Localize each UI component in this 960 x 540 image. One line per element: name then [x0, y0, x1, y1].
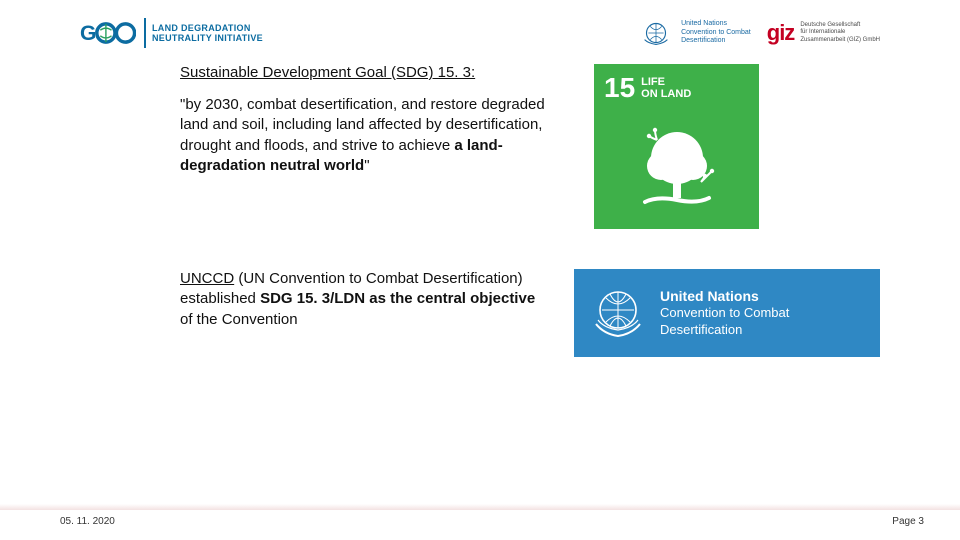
geo-globe-icon: G	[80, 19, 136, 47]
sdg15-number: 15	[604, 74, 635, 102]
svg-text:G: G	[80, 22, 96, 45]
sdg15-header: 15 LIFE ON LAND	[604, 74, 749, 102]
tree-icon	[594, 118, 759, 213]
unccd-bold: SDG 15. 3/LDN as the central objective	[260, 290, 535, 307]
giz-text: Deutsche Gesellschaft für Internationale…	[800, 22, 880, 45]
sdg-quote: "by 2030, combat desertification, and re…	[180, 95, 570, 176]
giz-mark: giz	[767, 20, 795, 46]
ldni-line1: LAND DEGRADATION	[152, 23, 263, 33]
giz-l3: Zusammenarbeit (GIZ) GmbH	[800, 37, 880, 45]
sdg-quote-tail: "	[364, 157, 369, 174]
unccd-banner: United Nations Convention to Combat Dese…	[574, 269, 880, 357]
sdg15-label-l2: ON LAND	[641, 88, 691, 100]
un-emblem-icon	[637, 18, 675, 48]
sdg15-label: LIFE ON LAND	[641, 74, 691, 100]
ldni-line2: NEUTRALITY INITIATIVE	[152, 33, 263, 43]
section-sdg-text: Sustainable Development Goal (SDG) 15. 3…	[180, 64, 570, 176]
unccd-acronym: UNCCD	[180, 270, 234, 287]
header-right: United Nations Convention to Combat Dese…	[637, 18, 880, 48]
unccd-suffix: of the Convention	[180, 311, 298, 328]
unccd-mini-l3: Desertification	[681, 37, 751, 45]
sdg15-label-l1: LIFE	[641, 76, 691, 88]
section-sdg: Sustainable Development Goal (SDG) 15. 3…	[180, 64, 880, 229]
section-unccd-text: UNCCD (UN Convention to Combat Desertifi…	[180, 269, 550, 330]
giz-l2: für Internationale	[800, 29, 880, 37]
unccd-mini-l2: Convention to Combat	[681, 29, 751, 37]
footer-date: 05. 11. 2020	[60, 516, 115, 527]
giz-logo: giz Deutsche Gesellschaft für Internatio…	[767, 20, 880, 46]
ldni-logo: LAND DEGRADATION NEUTRALITY INITIATIVE	[144, 18, 263, 48]
unccd-mini-logo: United Nations Convention to Combat Dese…	[637, 18, 751, 48]
ldni-divider	[144, 18, 146, 48]
un-emblem-large-icon	[588, 284, 648, 342]
sdg15-tile: 15 LIFE ON LAND	[594, 64, 759, 229]
unccd-banner-l3: Desertification	[660, 322, 789, 339]
content: Sustainable Development Goal (SDG) 15. 3…	[0, 58, 960, 357]
section-unccd: UNCCD (UN Convention to Combat Desertifi…	[180, 269, 880, 357]
sdg-title: Sustainable Development Goal (SDG) 15. 3…	[180, 64, 570, 81]
footer-page: Page 3	[892, 516, 924, 527]
unccd-mini-l1: United Nations	[681, 20, 751, 28]
unccd-banner-l1: United Nations	[660, 287, 789, 305]
geo-logo: G LAND DEGRADATION NEUTRALITY INITIATIVE	[80, 18, 263, 48]
unccd-banner-text: United Nations Convention to Combat Dese…	[660, 287, 789, 339]
header-left: G LAND DEGRADATION NEUTRALITY INITIATIVE	[80, 18, 263, 48]
header: G LAND DEGRADATION NEUTRALITY INITIATIVE	[0, 0, 960, 58]
giz-l1: Deutsche Gesellschaft	[800, 22, 880, 30]
unccd-mini-text: United Nations Convention to Combat Dese…	[681, 20, 751, 45]
footer: 05. 11. 2020 Page 3	[0, 510, 960, 540]
unccd-banner-l2: Convention to Combat	[660, 305, 789, 322]
ldni-text: LAND DEGRADATION NEUTRALITY INITIATIVE	[152, 23, 263, 44]
